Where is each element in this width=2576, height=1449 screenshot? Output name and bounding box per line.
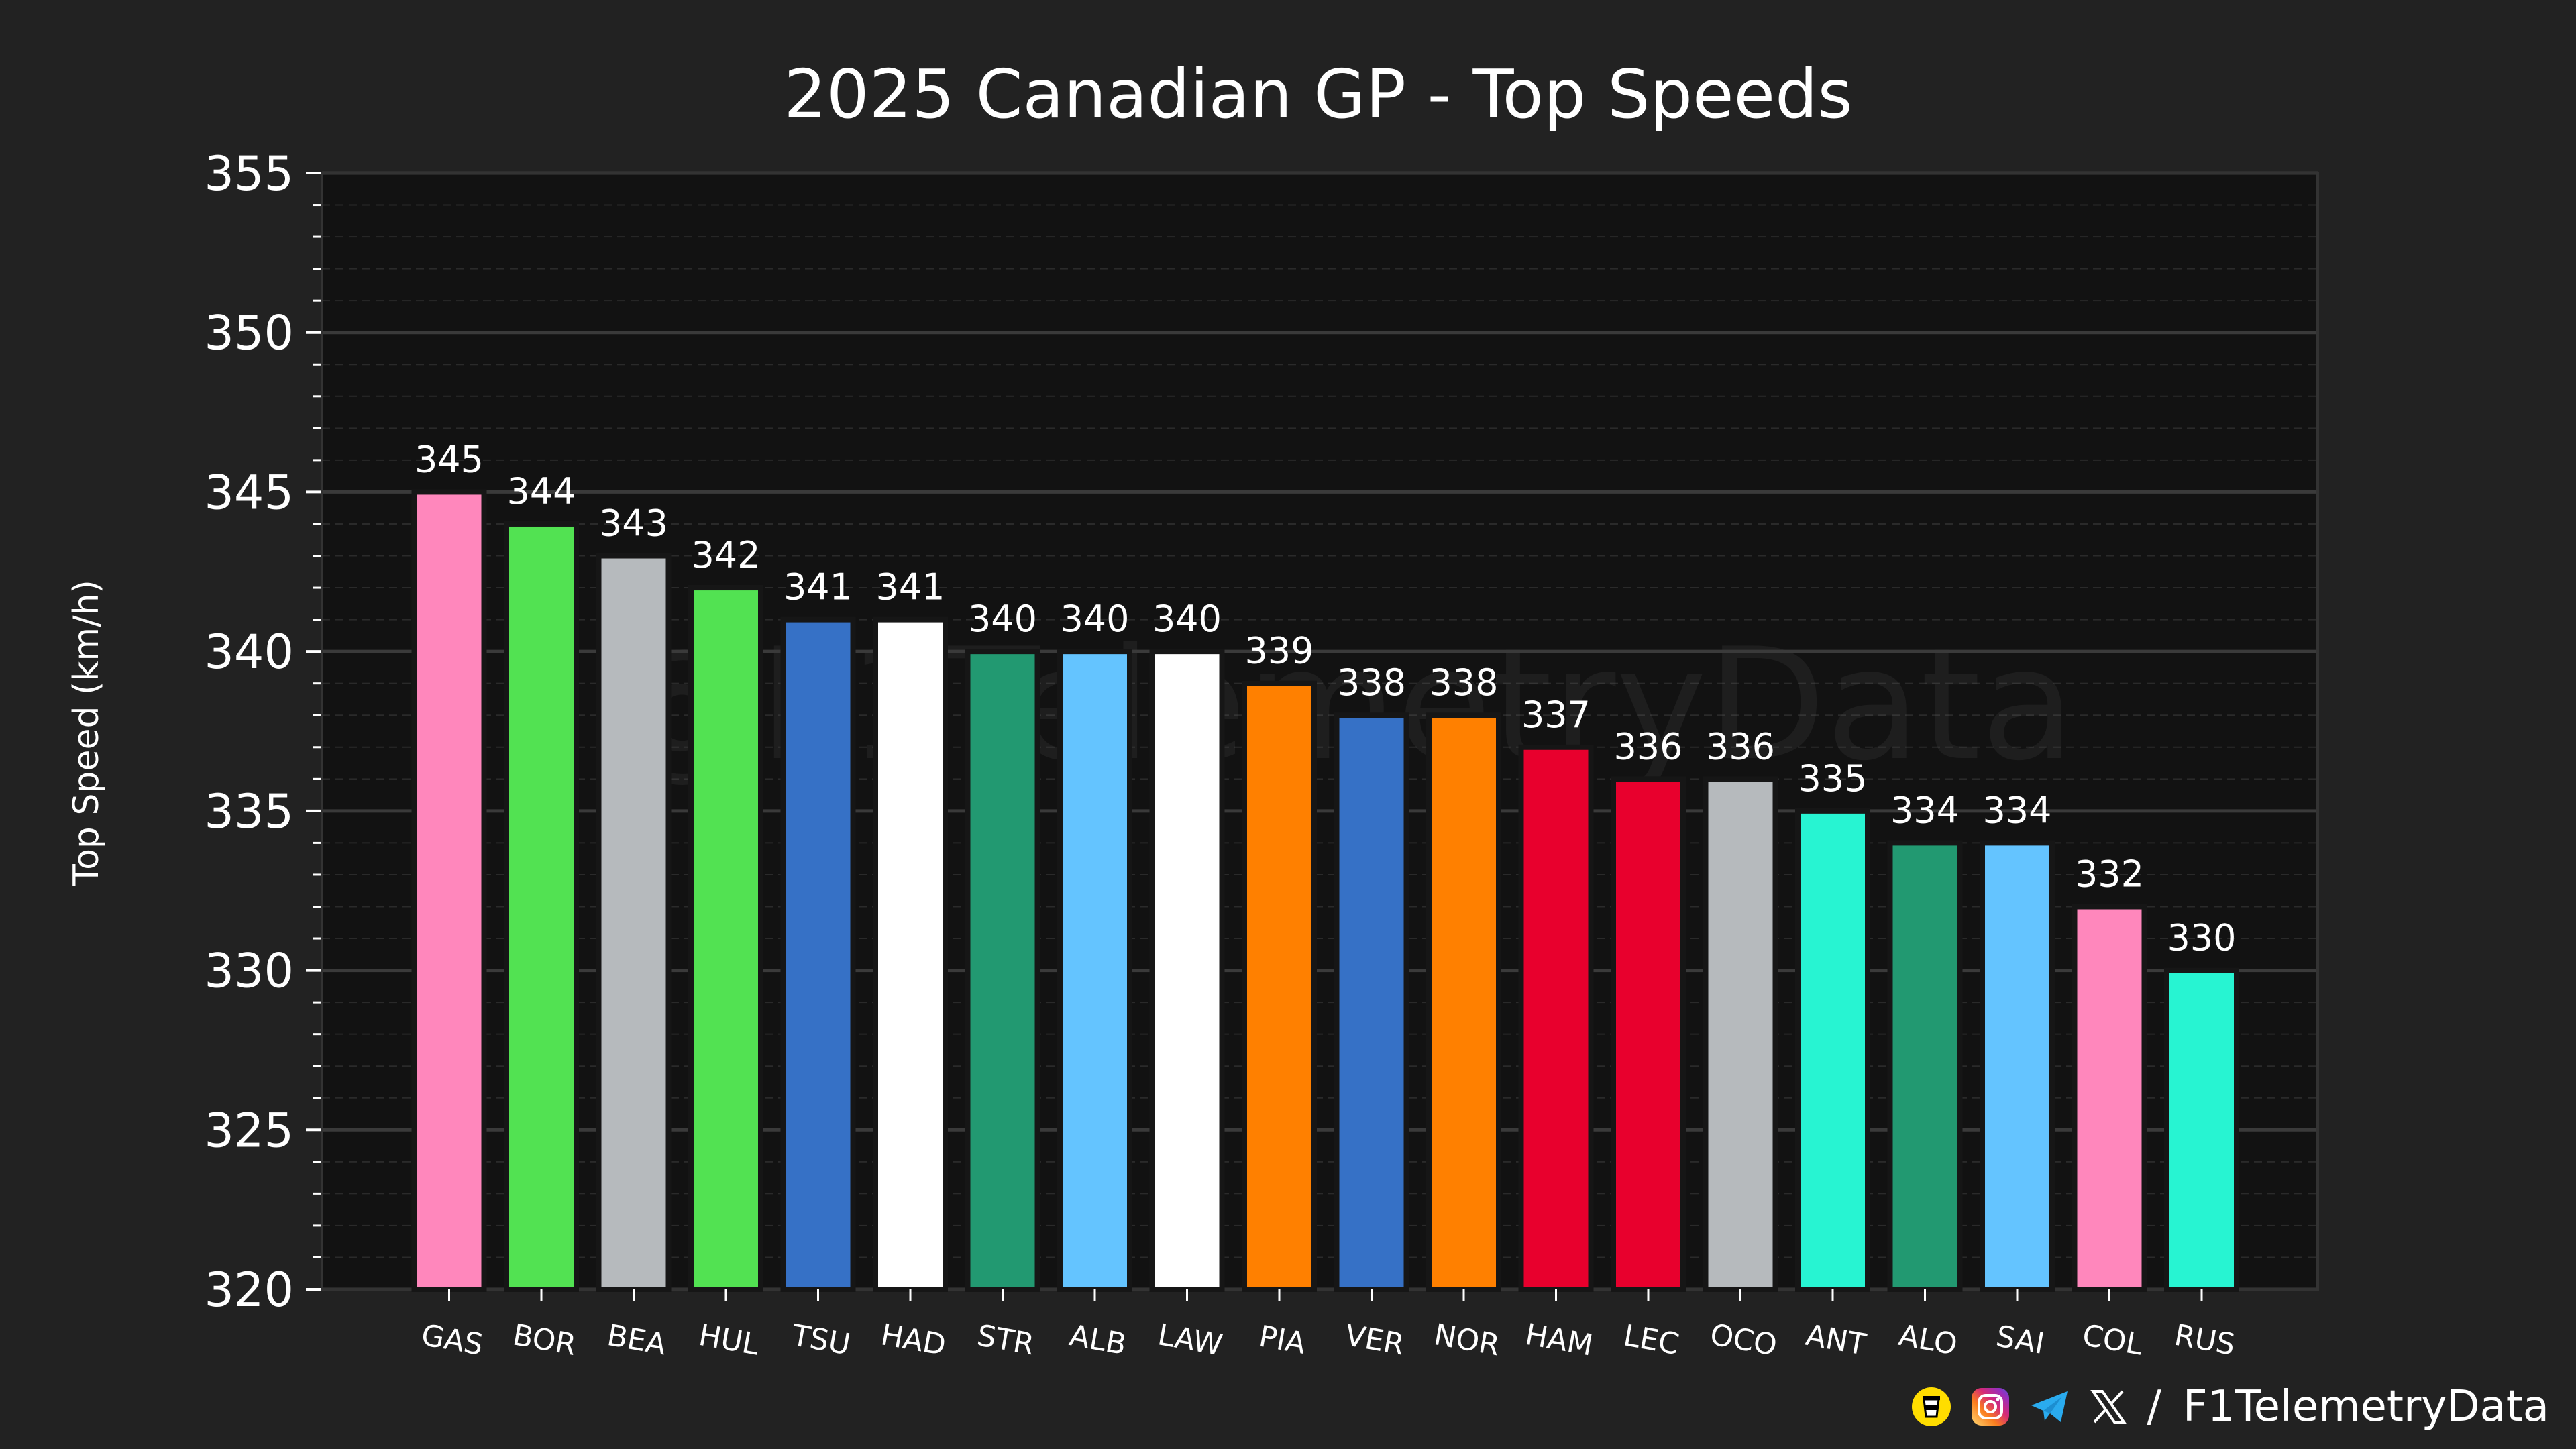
y-tick-label: 335 [204,784,294,839]
x-tick-label-ham: HAM [1523,1318,1595,1363]
footer-handle[interactable]: F1TelemetryData [2182,1382,2549,1432]
bar-oco [1703,776,1778,1293]
data-label-alb: 340 [1060,598,1129,640]
y-axis-label: Top Speed (km/h) [66,580,107,886]
x-tick-label-had: HAD [878,1318,948,1362]
data-label-lec: 336 [1613,725,1682,767]
bar-rus [2164,967,2239,1292]
x-tick-label-col: COL [2080,1318,2145,1362]
x-tick-label-ver: VER [1342,1318,1407,1362]
data-label-had: 341 [875,566,945,608]
social-footer: / F1TelemetryData [1911,1377,2549,1437]
data-label-pia: 339 [1244,630,1313,672]
bar-had [873,616,948,1292]
y-tick-label: 345 [204,465,294,520]
x-tick-label-law: LAW [1155,1318,1225,1362]
x-tick-label-sai: SAI [1994,1319,2047,1361]
bar-sai [1980,840,2055,1292]
data-label-str: 340 [968,598,1037,640]
y-tick-label: 330 [204,944,294,999]
bar-ham [1518,744,1594,1293]
x-tick-label-str: STR [975,1318,1037,1362]
data-label-ver: 338 [1337,661,1406,704]
data-label-tsu: 341 [784,566,853,608]
bar-nor [1426,712,1501,1292]
bar-alo [1887,840,1963,1292]
chart-title: 2025 Canadian GP - Top Speeds [784,55,1852,133]
x-tick-label-gas: GAS [419,1318,486,1362]
y-tick-label: 320 [204,1263,294,1318]
x-tick-label-pia: PIA [1256,1320,1308,1361]
x-tick-label-hul: HUL [696,1318,762,1362]
buymeacoffee-icon[interactable] [1911,1386,1952,1428]
x-tick-label-bea: BEA [604,1318,669,1362]
bar-ant [1795,808,1870,1293]
footer-separator: / [2147,1382,2161,1432]
bar-bea [596,553,672,1292]
bar-ver [1334,712,1409,1292]
bar-str [965,649,1040,1292]
bar-hul [688,585,763,1292]
bar-gas [411,489,487,1292]
x-tick-label-alo: ALO [1896,1318,1960,1362]
bar-alb [1057,649,1132,1292]
x-tick-label-rus: RUS [2171,1318,2237,1362]
data-label-ham: 337 [1521,694,1591,736]
data-label-rus: 330 [2167,917,2236,959]
y-tick-label: 340 [204,625,294,680]
x-tick-label-tsu: TSU [789,1318,853,1362]
plot-frame [321,172,2319,1291]
data-label-bor: 344 [506,470,576,513]
x-tick-label-oco: OCO [1707,1318,1779,1363]
x-tick-label-lec: LEC [1621,1318,1682,1362]
data-label-law: 340 [1152,598,1222,640]
data-label-nor: 338 [1429,661,1498,704]
telegram-icon[interactable] [2029,1386,2070,1428]
data-label-gas: 345 [415,438,484,480]
data-label-sai: 334 [1982,789,2051,831]
bar-lec [1611,776,1686,1293]
bar-pia [1242,680,1317,1292]
x-tick-label-ant: ANT [1803,1318,1869,1362]
y-tick-label: 350 [204,306,294,361]
data-label-oco: 336 [1706,725,1775,767]
instagram-icon[interactable] [1970,1386,2011,1428]
y-tick-label: 325 [204,1103,294,1158]
x-tick-label-alb: ALB [1067,1318,1128,1362]
data-label-bea: 343 [599,502,668,545]
data-label-ant: 335 [1798,757,1867,800]
bar-tsu [780,616,856,1292]
x-tick-label-nor: NOR [1432,1318,1502,1362]
data-label-hul: 342 [691,534,760,576]
x-tick-label-bor: BOR [510,1318,578,1362]
data-label-alo: 334 [1890,789,1960,831]
bar-law [1149,649,1225,1292]
y-tick-label: 355 [204,146,294,201]
data-label-col: 332 [2075,853,2144,895]
bar-col [2072,904,2147,1292]
x-icon[interactable] [2088,1386,2129,1428]
bar-bor [504,521,579,1292]
